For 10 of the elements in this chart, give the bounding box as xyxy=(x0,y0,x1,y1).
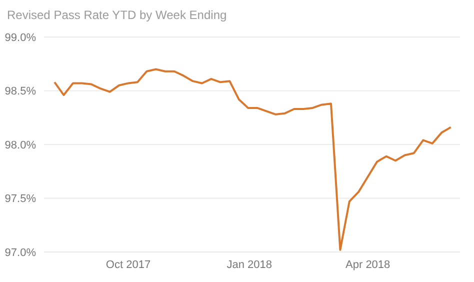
x-tick-label: Oct 2017 xyxy=(106,258,151,271)
chart-title: Revised Pass Rate YTD by Week Ending xyxy=(7,8,227,22)
line-series xyxy=(54,68,452,251)
y-tick-label: 97.0% xyxy=(4,246,36,259)
y-tick-label: 99.0% xyxy=(4,32,36,44)
y-tick-label: 98.5% xyxy=(4,86,36,98)
y-tick-label: 97.5% xyxy=(4,193,36,206)
y-tick-label: 98.0% xyxy=(4,139,36,152)
x-tick-label: Apr 2018 xyxy=(346,258,390,271)
x-tick-label: Jan 2018 xyxy=(226,258,272,271)
